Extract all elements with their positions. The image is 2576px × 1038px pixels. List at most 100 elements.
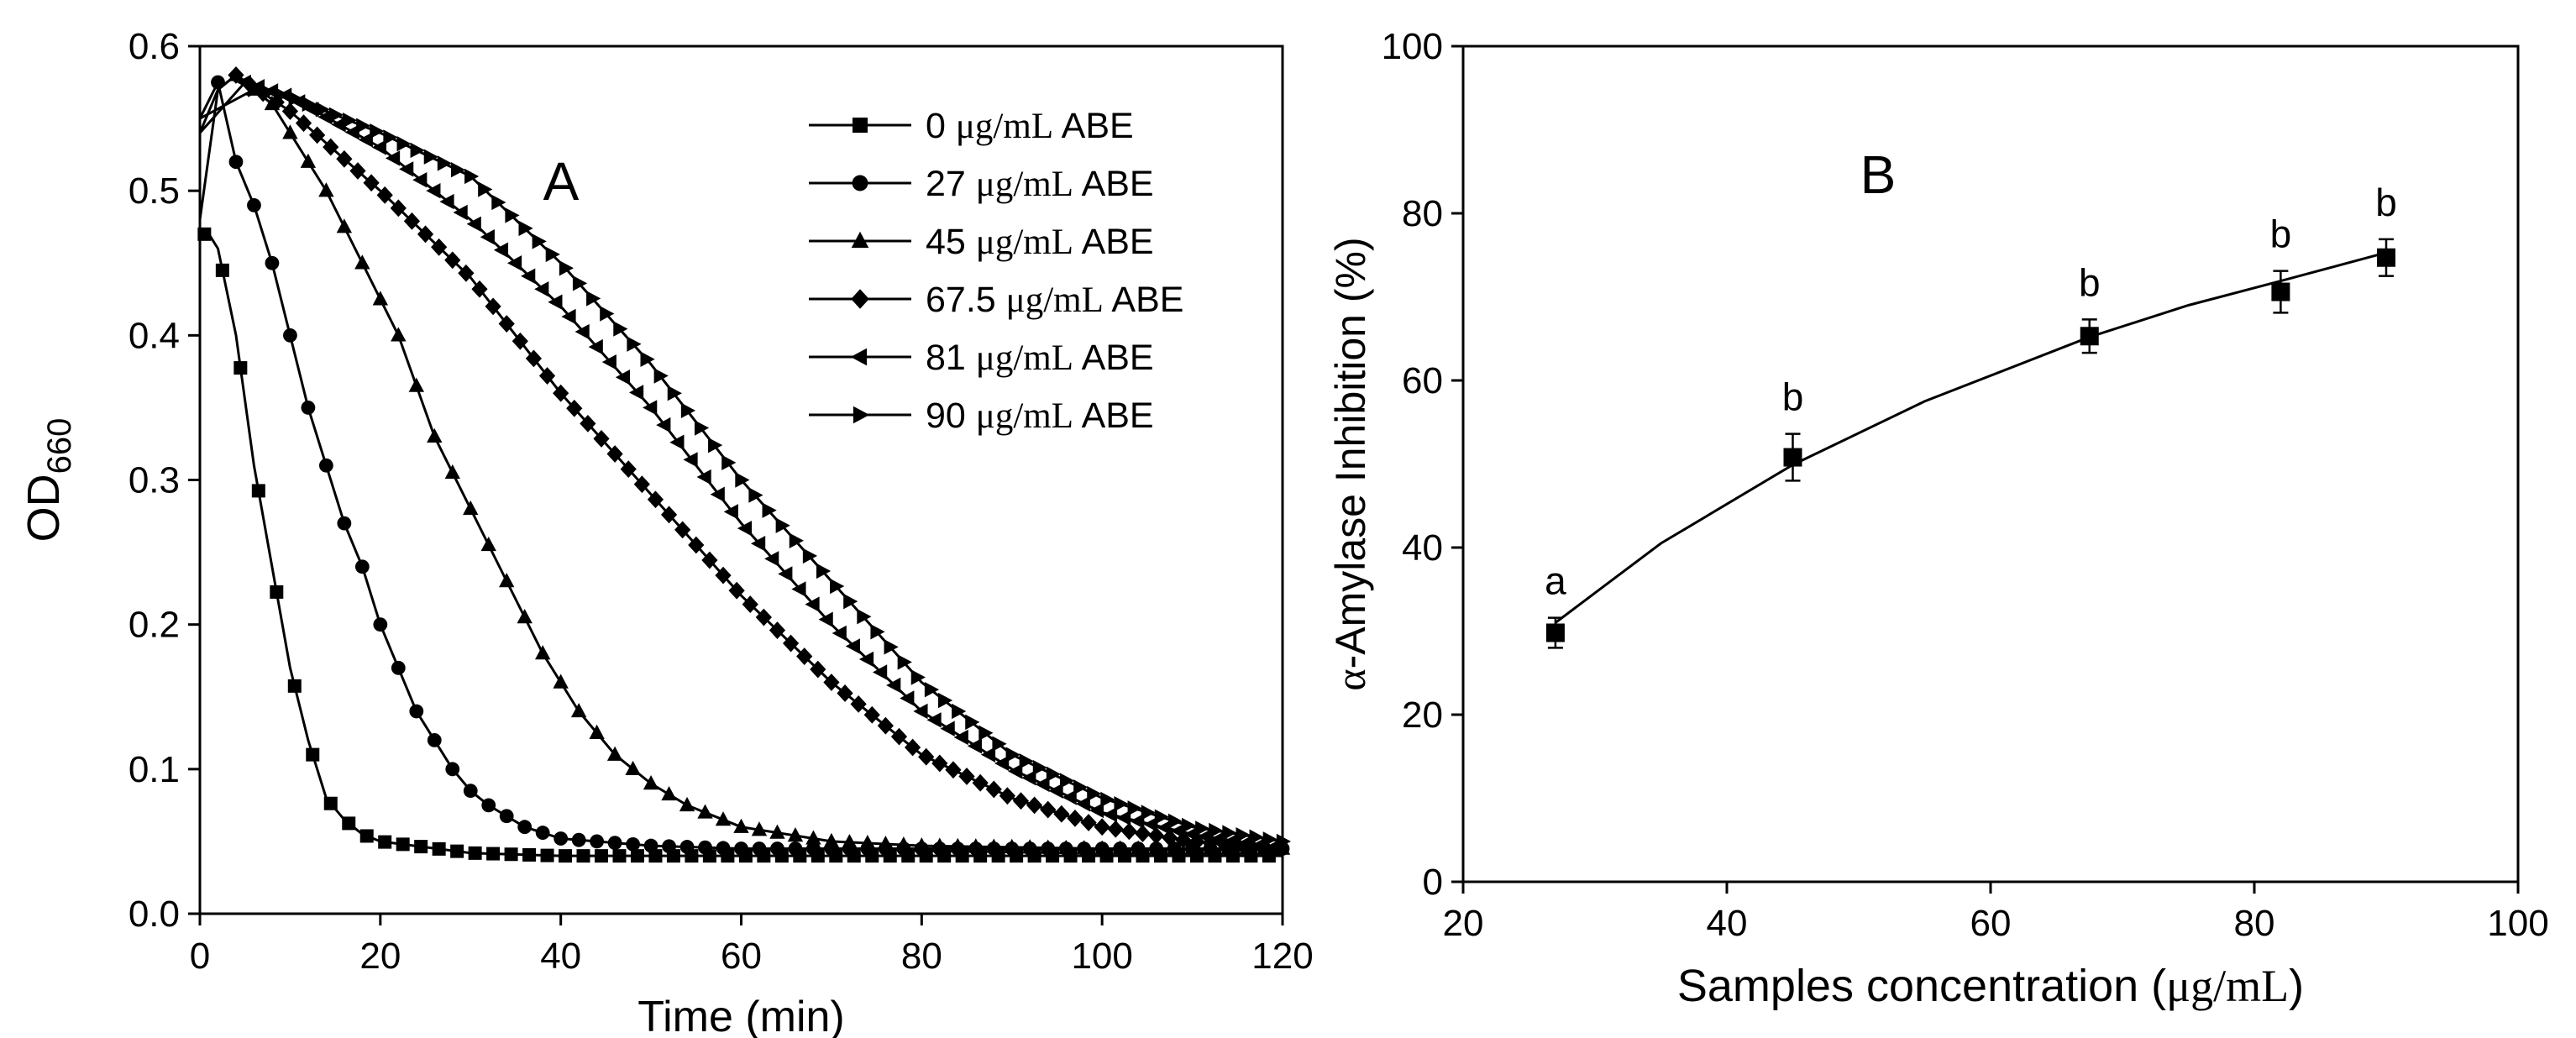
series-marker-1	[318, 458, 333, 473]
series-marker-1	[391, 660, 406, 675]
x-axis-label-b-post: )	[2289, 961, 2304, 1011]
series-marker-3	[376, 186, 393, 204]
significance-letter-1: b	[1782, 375, 1804, 419]
series-marker-5	[924, 681, 940, 698]
legend-label-dose-0: 0	[926, 106, 956, 146]
y-axis-label-a-subscript: 660	[41, 418, 78, 474]
series-marker-4	[358, 132, 373, 148]
series-marker-2	[553, 674, 569, 689]
series-marker-2	[354, 254, 370, 270]
series-marker-4	[453, 204, 468, 221]
series-marker-0	[612, 849, 627, 863]
legend-label-3: 67.5 μg/mL ABE	[926, 280, 1183, 320]
series-marker-3	[1148, 826, 1165, 845]
series-marker-5	[1222, 825, 1237, 841]
series-marker-4	[236, 74, 251, 91]
series-marker-3	[1080, 814, 1097, 831]
series-marker-2	[823, 832, 840, 848]
series-marker-4	[561, 308, 576, 325]
series-marker-5	[1087, 785, 1102, 802]
series-marker-3	[755, 608, 772, 626]
series-marker-3	[985, 780, 1002, 799]
series-marker-4	[1130, 813, 1145, 830]
series-marker-2	[859, 834, 876, 850]
series-marker-5	[343, 113, 358, 128]
x-tick-label-b: 60	[1970, 903, 2012, 944]
series-marker-2	[787, 827, 804, 842]
series-marker-5	[302, 96, 317, 113]
series-marker-1	[770, 841, 784, 856]
legend-label-dose-1: 27	[926, 164, 976, 204]
series-marker-0	[540, 848, 554, 862]
series-marker-4	[710, 486, 725, 502]
series-marker-4	[588, 338, 603, 355]
series-marker-3	[674, 521, 691, 539]
series-marker-1	[228, 155, 244, 170]
series-markers-3	[228, 66, 1287, 857]
series-marker-3	[863, 705, 880, 724]
series-marker-5	[830, 578, 845, 595]
series-marker-5	[1182, 817, 1197, 834]
series-marker-5	[396, 136, 412, 152]
series-marker-5	[789, 532, 804, 549]
series-marker-2	[570, 702, 587, 718]
series-marker-3	[390, 199, 407, 218]
series-marker-4	[967, 738, 982, 754]
series-marker-3	[1120, 822, 1137, 841]
series-marker-2	[895, 836, 912, 852]
series-marker-3	[498, 315, 515, 333]
series-marker-2	[589, 724, 605, 739]
series-marker-4	[900, 690, 915, 706]
series-marker-5	[978, 725, 994, 741]
series-marker-4	[696, 469, 711, 485]
legend-marker-1	[852, 175, 868, 191]
series-marker-3	[431, 238, 448, 256]
series-marker-4	[439, 193, 454, 210]
series-marker-4	[1035, 776, 1050, 793]
series-marker-2	[408, 377, 424, 392]
series-marker-1	[643, 838, 658, 853]
series-marker-5	[572, 275, 588, 291]
series-marker-1	[716, 841, 731, 856]
series-line-0	[200, 233, 1283, 857]
series-marker-3	[1107, 820, 1124, 838]
series-marker-5	[1276, 833, 1291, 850]
series-marker-3	[458, 264, 475, 282]
series-marker-4	[778, 566, 793, 582]
x-axis-label-b-unit: μg/mL	[2166, 961, 2289, 1011]
data-point-4	[2377, 248, 2395, 267]
legend-label-unit-5: μg/mL	[976, 396, 1073, 436]
series-marker-0	[595, 849, 609, 863]
series-marker-2	[805, 830, 821, 845]
series-marker-3	[890, 727, 908, 746]
series-marker-5	[884, 639, 899, 655]
legend-marker-4	[850, 348, 868, 366]
series-marker-2	[318, 182, 334, 197]
series-marker-3	[566, 399, 583, 417]
series-marker-1	[553, 831, 569, 846]
series-marker-5	[532, 233, 547, 249]
series-marker-4	[845, 638, 860, 654]
series-marker-3	[837, 684, 853, 702]
series-markers-4	[236, 74, 1280, 856]
series-marker-4	[818, 611, 833, 627]
data-point-1	[1783, 448, 1802, 467]
series-marker-0	[450, 844, 464, 858]
legend-marker-5	[853, 406, 870, 424]
series-marker-5	[1032, 759, 1047, 776]
series-marker-5	[857, 608, 872, 625]
series-marker-3	[1134, 825, 1152, 842]
series-marker-5	[464, 168, 480, 185]
x-axis-label-b: Samples concentration (μg/mL)	[1677, 961, 2304, 1011]
series-marker-0	[323, 796, 338, 810]
series-marker-4	[832, 625, 847, 642]
series-marker-5	[680, 402, 696, 419]
series-marker-5	[1236, 826, 1251, 843]
legend-label-dose-5: 90	[926, 396, 976, 436]
legend-label-4: 81 μg/mL ABE	[926, 338, 1154, 378]
series-marker-3	[1040, 800, 1057, 819]
series-marker-5	[423, 149, 438, 165]
series-marker-2	[300, 153, 317, 168]
series-marker-4	[750, 536, 766, 552]
series-marker-2	[878, 836, 894, 851]
